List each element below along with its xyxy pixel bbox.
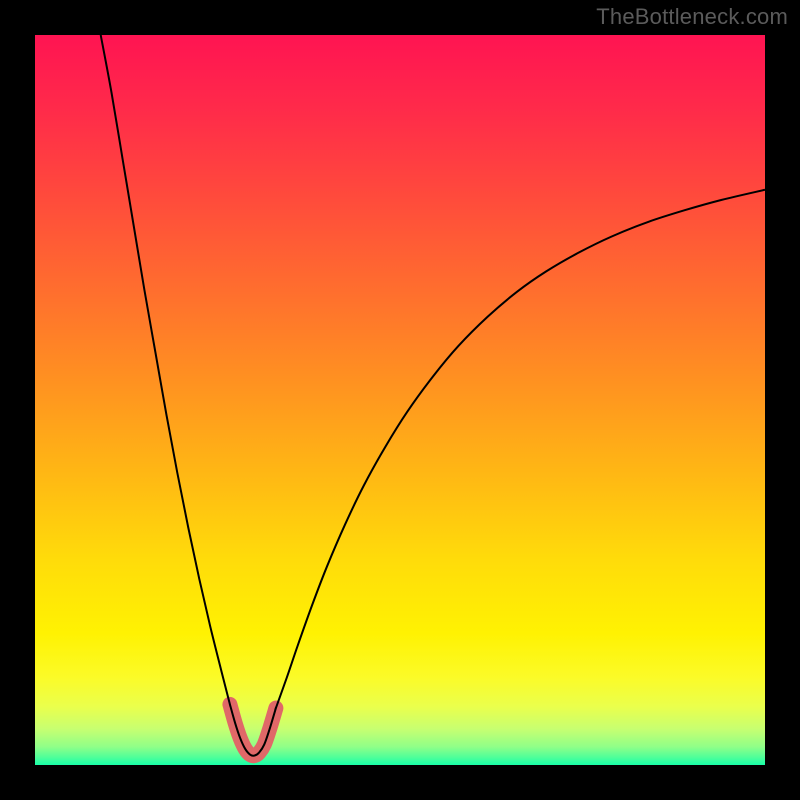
watermark-text: TheBottleneck.com bbox=[596, 4, 788, 30]
chart-background bbox=[35, 35, 765, 765]
